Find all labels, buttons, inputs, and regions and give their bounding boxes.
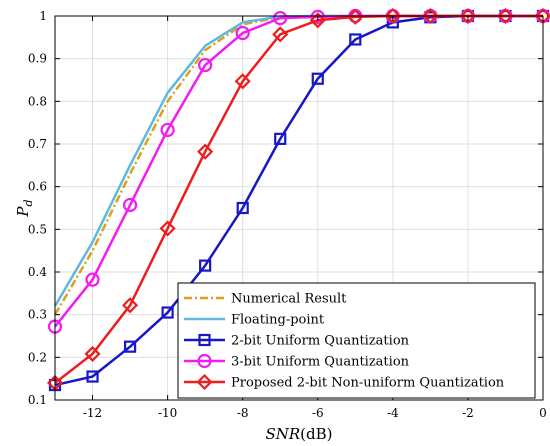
x-axis-label: SNR(dB) <box>265 425 332 443</box>
legend-marker-5 <box>196 373 213 391</box>
y-tick-label: 0.8 <box>28 94 47 108</box>
data-point-series-4 <box>273 11 288 26</box>
legend: Numerical Result Floating-point 2-bit Unif… <box>177 282 536 399</box>
y-tick-label: 0.1 <box>28 393 47 407</box>
y-tick-label: 0.3 <box>28 308 47 322</box>
y-tick-label: 0.9 <box>28 52 47 66</box>
x-tick-label: -6 <box>312 406 324 420</box>
x-tick-label: -2 <box>462 406 474 420</box>
data-point-series-3 <box>199 259 212 272</box>
legend-label-4: 3-bit Uniform Quantization <box>231 355 410 370</box>
data-point-series-3 <box>349 33 362 46</box>
data-point-series-4 <box>160 122 175 138</box>
data-point-series-5 <box>122 297 139 314</box>
data-point-series-4 <box>85 272 100 287</box>
data-point-series-5 <box>347 8 364 25</box>
data-point-series-5 <box>272 26 289 43</box>
data-point-series-5 <box>497 7 514 25</box>
legend-box <box>177 282 536 399</box>
data-point-series-5 <box>384 7 401 25</box>
legend-marker-3 <box>198 333 211 347</box>
legend-label-1: Numerical Result <box>231 292 347 307</box>
y-tick-label: 0.7 <box>28 137 47 151</box>
y-tick-label: 0.4 <box>28 265 47 279</box>
data-point-series-3 <box>274 132 287 145</box>
y-tick-label: 0.5 <box>28 222 47 236</box>
y-tick-label: 0.6 <box>28 180 47 194</box>
x-tick-label: -4 <box>387 406 399 420</box>
y-tick-labels: 0.1 0.2 0.3 0.4 0.5 0.6 0.7 0.8 0.9 1 <box>28 9 47 407</box>
data-point-series-5 <box>234 73 251 90</box>
x-tick-label: -12 <box>83 406 102 420</box>
x-tick-labels: -12 -10 -8 -6 -4 -2 0 <box>83 406 547 420</box>
data-point-series-4 <box>310 9 325 24</box>
y-tick-label: 1 <box>39 9 47 23</box>
data-point-series-5 <box>159 220 176 237</box>
data-point-series-4 <box>198 57 213 73</box>
data-point-series-5 <box>197 143 214 160</box>
data-point-series-5 <box>422 7 439 25</box>
legend-label-3: 2-bit Uniform Quantization <box>231 334 410 349</box>
x-tick-label: -8 <box>237 406 249 420</box>
y-tick-label: 0.2 <box>28 350 47 364</box>
data-point-series-4 <box>235 25 250 41</box>
data-point-series-5 <box>84 345 101 362</box>
plot-frame <box>54 15 544 401</box>
data-point-series-3 <box>86 370 99 383</box>
x-tick-label: 0 <box>539 406 547 420</box>
data-point-series-3 <box>123 340 137 353</box>
x-tick-label: -10 <box>158 406 177 420</box>
legend-marker-4 <box>197 353 212 369</box>
data-point-series-5 <box>309 12 326 29</box>
data-point-series-4 <box>122 197 138 213</box>
y-axis-label: Pd <box>14 199 35 217</box>
legend-label-2: Floating-point <box>231 313 325 328</box>
data-point-series-3 <box>311 72 324 85</box>
data-point-series-5 <box>459 7 476 25</box>
data-point-series-3 <box>161 306 174 319</box>
data-point-series-3 <box>236 201 249 215</box>
legend-label-5: Proposed 2-bit Non-uniform Quantization <box>231 376 505 391</box>
